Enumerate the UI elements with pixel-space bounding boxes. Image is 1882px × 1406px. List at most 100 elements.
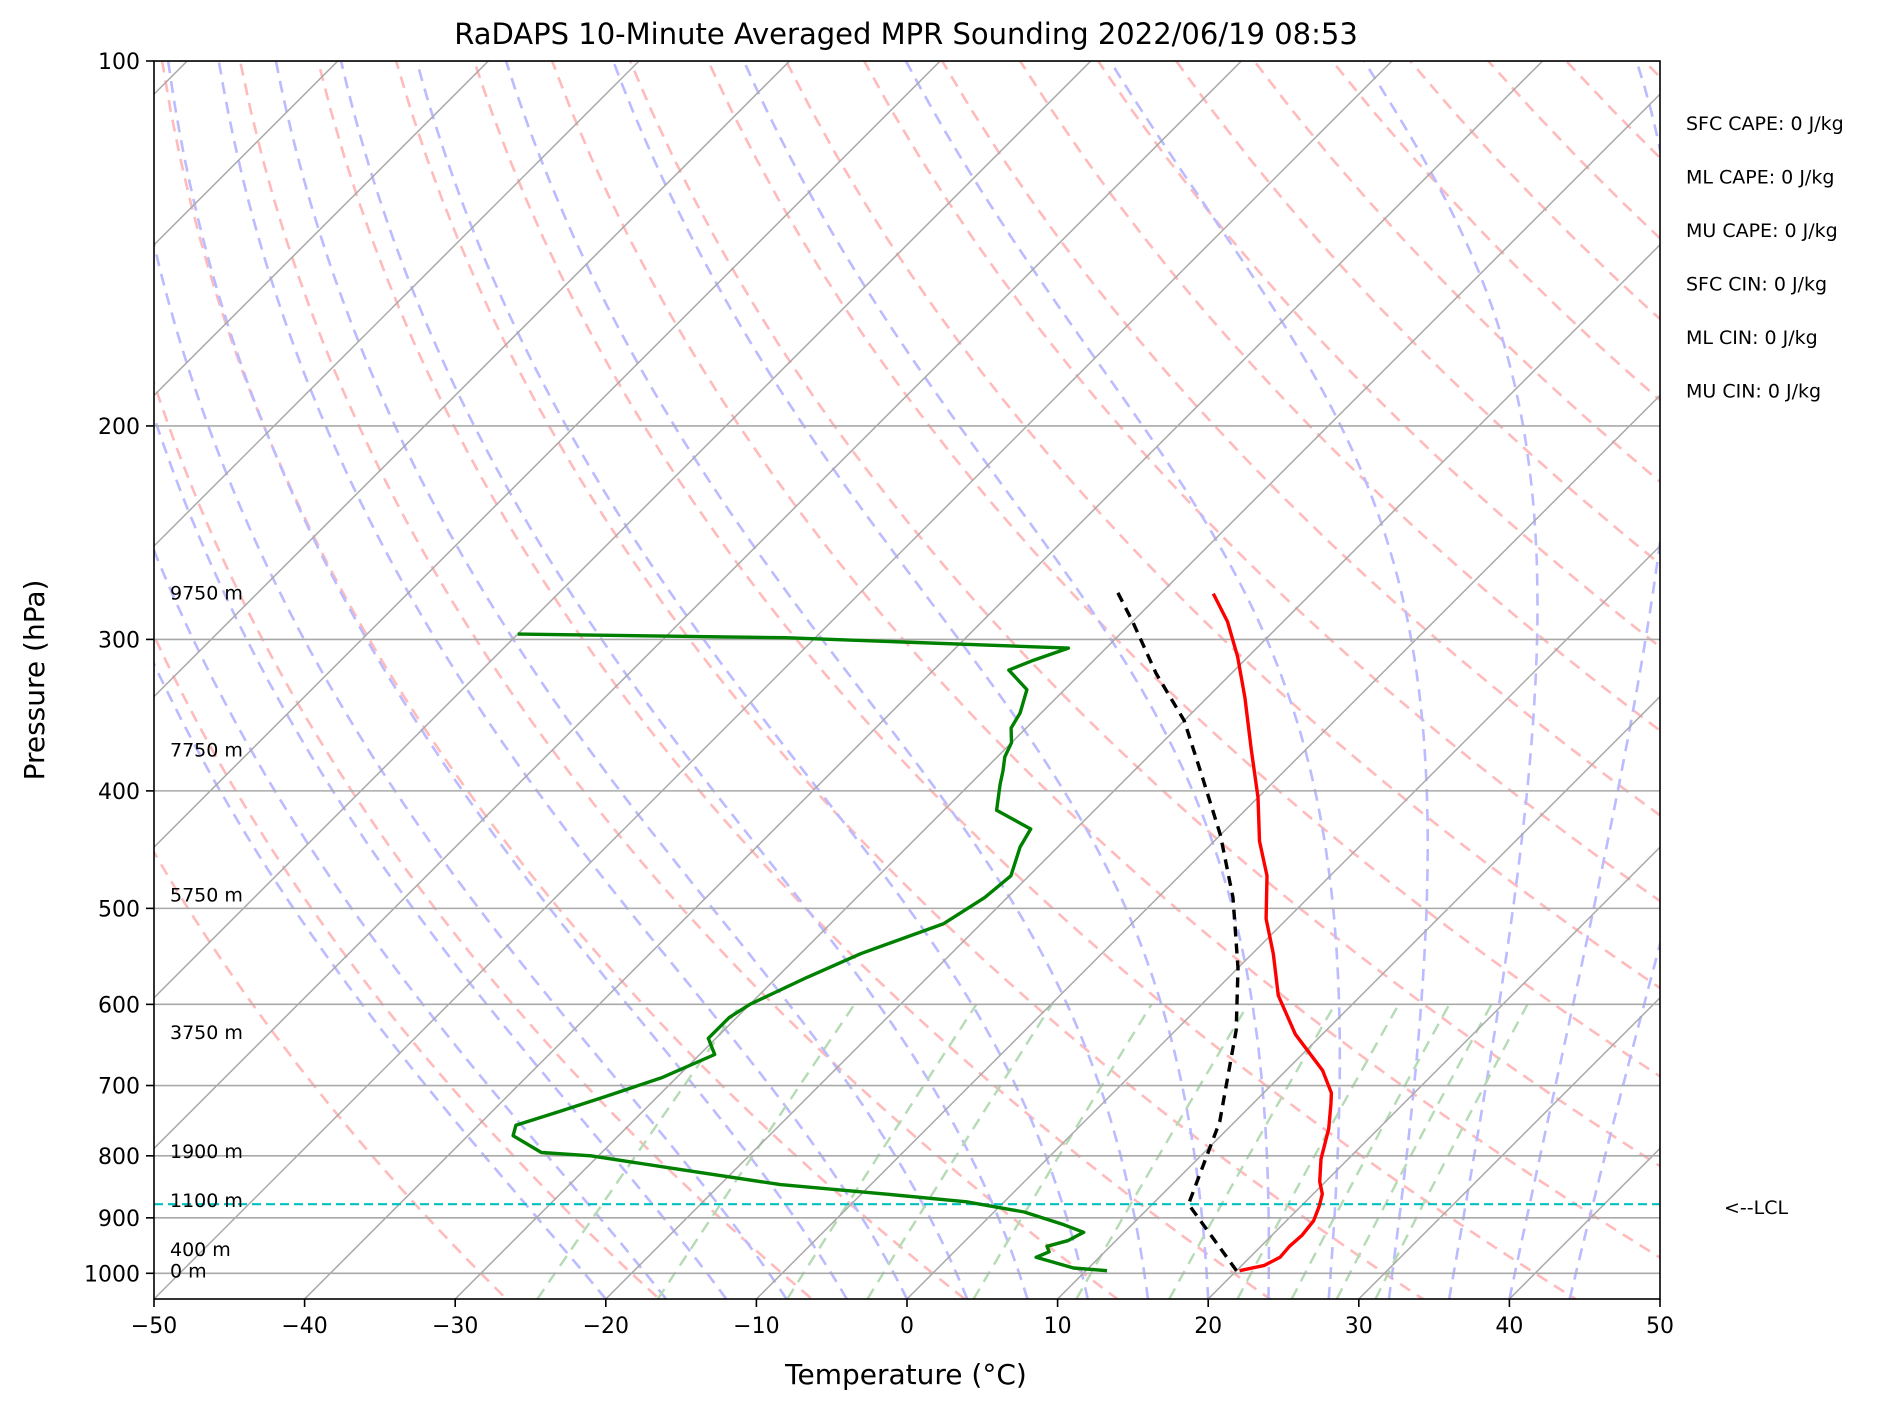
mixing-ratio-line xyxy=(536,1003,742,1299)
y-tick-label: 1000 xyxy=(84,1262,140,1287)
moist-adiabat xyxy=(904,61,1342,1299)
chart-title: RaDAPS 10-Minute Averaged MPR Sounding 2… xyxy=(454,17,1358,51)
isotherm xyxy=(154,61,339,246)
moist-adiabat xyxy=(166,61,848,1299)
moist-adiabat xyxy=(154,412,728,1299)
isotherm xyxy=(1357,996,1660,1299)
indices-panel: SFC CAPE: 0 J/kg ML CAPE: 0 J/kg MU CAPE: … xyxy=(1686,113,1844,403)
height-label: 1100 m xyxy=(170,1190,243,1212)
y-tick-label: 100 xyxy=(98,50,140,75)
isotherm xyxy=(154,61,1092,999)
index-label: ML CAPE: 0 J/kg xyxy=(1686,167,1834,189)
dry-adiabat xyxy=(940,61,1660,817)
isotherm xyxy=(154,61,791,698)
height-label: 7750 m xyxy=(170,740,243,762)
dry-adiabat xyxy=(394,61,1426,1299)
isotherm xyxy=(154,61,490,397)
height-label: 400 m xyxy=(170,1239,231,1261)
isotherm xyxy=(454,93,1660,1299)
height-label: 1900 m xyxy=(170,1141,243,1163)
pressure-grid xyxy=(154,61,1660,1275)
y-tick-label: 600 xyxy=(98,993,140,1018)
x-tick-label: 0 xyxy=(900,1314,914,1339)
height-label: 0 m xyxy=(170,1260,207,1282)
mixing-ratio-line xyxy=(1236,1003,1400,1299)
y-tick-label: 700 xyxy=(98,1075,140,1100)
x-tick-label: 50 xyxy=(1646,1314,1674,1339)
dry-adiabat xyxy=(154,632,662,1299)
x-tick-label: −20 xyxy=(583,1314,629,1339)
mixing-ratio-line xyxy=(1374,1003,1529,1299)
index-label: SFC CAPE: 0 J/kg xyxy=(1686,113,1844,135)
isotherm xyxy=(154,61,942,849)
index-label: MU CAPE: 0 J/kg xyxy=(1686,220,1838,242)
mixing-ratio-line xyxy=(1290,1003,1451,1299)
dewpoint-line xyxy=(511,632,1108,1273)
dry-adiabat xyxy=(154,378,815,1299)
isotherm xyxy=(154,61,1243,1150)
dry-adiabat xyxy=(550,61,1660,1260)
moist-adiabat xyxy=(1108,61,1429,1299)
dry-adiabat xyxy=(472,61,1579,1299)
moist-adiabat xyxy=(154,238,788,1299)
parcel-line xyxy=(1115,590,1240,1272)
isotherm xyxy=(154,61,641,548)
moist-adiabat xyxy=(217,61,909,1299)
isotherm xyxy=(1056,695,1660,1299)
height-label: 3750 m xyxy=(170,1022,243,1044)
index-label: ML CIN: 0 J/kg xyxy=(1686,327,1818,349)
moist-adiabat xyxy=(415,61,1089,1299)
x-tick-label: −50 xyxy=(131,1314,177,1339)
moist-adiabat xyxy=(154,660,607,1299)
moist-adiabat xyxy=(1508,61,1660,1299)
isotherm xyxy=(303,61,1544,1299)
index-label: SFC CIN: 0 J/kg xyxy=(1686,274,1827,296)
y-tick-label: 400 xyxy=(98,780,140,805)
axis-ticks: −50 −40 −30 −20 −10 0 10 20 30 40 50 100 200 300 400 50… xyxy=(84,50,1674,1339)
index-label: MU CIN: 0 J/kg xyxy=(1686,381,1821,403)
dry-adiabat xyxy=(316,61,1273,1299)
y-tick-label: 800 xyxy=(98,1145,140,1170)
y-axis-label: Pressure (hPa) xyxy=(18,580,51,781)
height-label: 9750 m xyxy=(170,583,243,605)
mixing-ratio-line xyxy=(786,1003,978,1299)
dry-adiabat xyxy=(160,61,967,1299)
isotherm xyxy=(154,61,1394,1299)
dry-adiabat xyxy=(628,61,1660,1168)
background-lines xyxy=(154,61,1660,1299)
dry-adiabat xyxy=(1018,61,1660,733)
series-layer xyxy=(511,590,1334,1273)
y-tick-label: 300 xyxy=(98,628,140,653)
moist-adiabat xyxy=(611,61,1210,1299)
dry-adiabat xyxy=(706,61,1660,1078)
mixing-ratio-line xyxy=(656,1003,856,1299)
x-axis-label: Temperature (°C) xyxy=(784,1358,1027,1391)
height-labels: 9750 m 7750 m 5750 m 3750 m 1900 m 1100 m 400 … xyxy=(170,583,243,1283)
mixing-ratio-line xyxy=(1168,1003,1336,1299)
isotherm xyxy=(1207,846,1660,1299)
y-tick-label: 900 xyxy=(98,1207,140,1232)
temperature-line xyxy=(1211,592,1334,1273)
moist-adiabat xyxy=(339,61,1029,1299)
x-tick-label: 10 xyxy=(1044,1314,1072,1339)
dry-adiabat xyxy=(238,61,1120,1299)
lcl-label: <--LCL xyxy=(1724,1197,1788,1219)
isotherm xyxy=(905,544,1660,1299)
moist-adiabat xyxy=(742,61,1271,1299)
x-tick-label: 40 xyxy=(1495,1314,1523,1339)
mixing-ratio-line xyxy=(972,1003,1153,1299)
moist-adiabat xyxy=(504,61,1150,1299)
mixing-ratio-line xyxy=(866,1003,1053,1299)
moist-adiabat xyxy=(1363,61,1539,1299)
isotherm xyxy=(755,394,1660,1299)
x-tick-label: −10 xyxy=(733,1314,779,1339)
y-tick-label: 500 xyxy=(98,897,140,922)
mixing-ratio-line xyxy=(1075,1003,1250,1299)
y-tick-label: 200 xyxy=(98,415,140,440)
x-tick-label: 20 xyxy=(1194,1314,1222,1339)
mixing-ratio-line xyxy=(1335,1003,1493,1299)
moist-adiabat xyxy=(1568,939,1660,1299)
x-tick-label: 30 xyxy=(1345,1314,1373,1339)
height-label: 5750 m xyxy=(170,885,243,907)
